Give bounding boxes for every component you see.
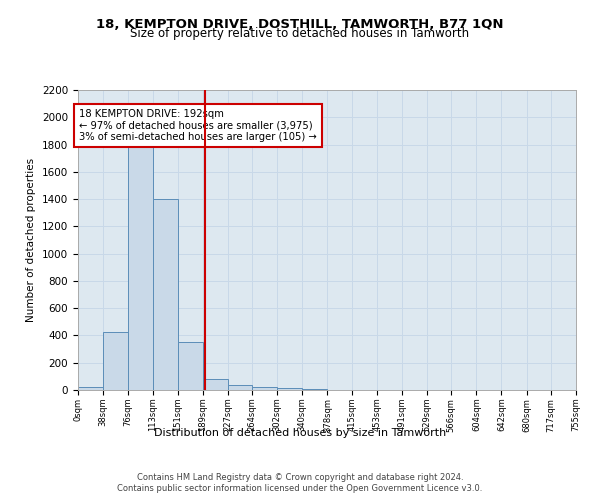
Bar [252,386,277,390]
Bar [228,385,252,390]
Text: 18 KEMPTON DRIVE: 192sqm
← 97% of detached houses are smaller (3,975)
3% of semi: 18 KEMPTON DRIVE: 192sqm ← 97% of detach… [79,109,317,142]
Bar [128,144,152,390]
Text: Size of property relative to detached houses in Tamworth: Size of property relative to detached ho… [130,28,470,40]
Text: Distribution of detached houses by size in Tamworth: Distribution of detached houses by size … [154,428,446,438]
Bar [277,388,302,390]
Text: Contains public sector information licensed under the Open Government Licence v3: Contains public sector information licen… [118,484,482,493]
Bar [203,379,228,390]
Bar [78,388,103,390]
Bar [178,342,203,390]
Y-axis label: Number of detached properties: Number of detached properties [26,158,37,322]
Text: Contains HM Land Registry data © Crown copyright and database right 2024.: Contains HM Land Registry data © Crown c… [137,472,463,482]
Text: 18, KEMPTON DRIVE, DOSTHILL, TAMWORTH, B77 1QN: 18, KEMPTON DRIVE, DOSTHILL, TAMWORTH, B… [96,18,504,30]
Bar [103,332,128,390]
Bar [152,199,178,390]
